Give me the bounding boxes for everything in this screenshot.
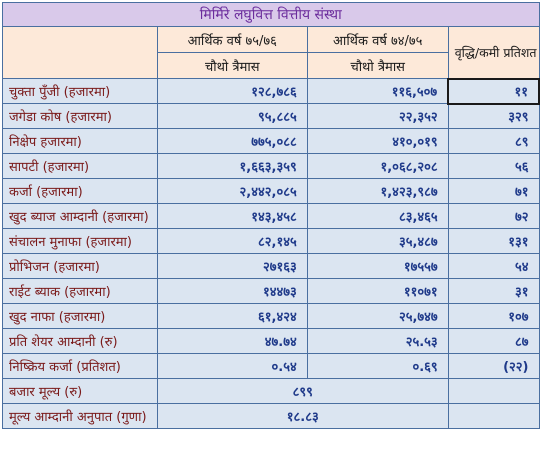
financial-table: मिर्मिरे लघुवित्त वित्तीय संस्था आर्थिक … [2,2,540,429]
value-current[interactable]: १४४७३ [156,278,308,304]
table-row: निक्षेप हजारमा) ७७५,०८८ ४१०,०१९ ८९ [2,128,540,154]
table-row: खुद ब्याज आम्दानी (हजारमा) १४३,४५८ ८३,४६… [2,203,540,229]
table-row: निष्क्रिय कर्जा (प्रतिशत) ०.५४ ०.६९ (२२) [2,353,540,379]
quarter-current-header[interactable]: चौथो त्रैमास [156,52,308,79]
table-row: कर्जा (हजारमा) २,४४२,०८५ १,४२३,९८७ ७१ [2,178,540,204]
row-label[interactable]: सापटी (हजारमा) [2,153,158,179]
table-title[interactable]: मिर्मिरे लघुवित्त वित्तीय संस्था [2,2,540,27]
value-previous[interactable]: ४१०,०१९ [306,128,449,154]
value-current[interactable]: २७१६३ [156,253,308,279]
value-previous[interactable]: १,४२३,९८७ [306,178,449,204]
table-row: खुद नाफा (हजारमा) ६१,४२४ २५,७४७ १०७ [2,303,540,329]
value-current[interactable]: १४३,४५८ [156,203,308,229]
value-previous[interactable]: २५,७४७ [306,303,449,329]
change-percent[interactable]: ५४ [447,253,540,279]
row-label[interactable]: राईट ब्याक (हजारमा) [2,278,158,304]
change-percent[interactable]: (२२) [447,353,540,379]
merged-value[interactable]: १८.८३ [156,403,449,429]
row-label[interactable]: चुक्ता पुँजी (हजारमा) [2,78,158,104]
value-previous[interactable]: ०.६९ [306,353,449,379]
row-label[interactable]: प्रति शेयर आम्दानी (रु) [2,328,158,354]
change-percent[interactable]: ३१ [447,278,540,304]
row-label[interactable]: खुद नाफा (हजारमा) [2,303,158,329]
change-percent[interactable]: ३२९ [447,103,540,129]
change-percent-selected[interactable]: ११ [447,77,540,105]
row-label[interactable]: निष्क्रिय कर्जा (प्रतिशत) [2,353,158,379]
row-label[interactable]: मूल्य आम्दानी अनुपात (गुणा) [2,403,158,429]
table-row: सापटी (हजारमा) १,६६३,३५९ १,०६८,२०८ ५६ [2,153,540,179]
value-previous[interactable]: १७५५७ [306,253,449,279]
value-current[interactable]: ७७५,०८८ [156,128,308,154]
row-label[interactable]: बजार मूल्य (रु) [2,378,158,404]
row-label[interactable]: प्रोभिजन (हजारमा) [2,253,158,279]
value-previous[interactable]: ११०७१ [306,278,449,304]
table-row: जगेडा कोष (हजारमा) ९५,८८५ २२,३५२ ३२९ [2,103,540,129]
value-previous[interactable]: १,०६८,२०८ [306,153,449,179]
table-row: राईट ब्याक (हजारमा) १४४७३ ११०७१ ३१ [2,278,540,304]
change-percent[interactable]: १०७ [447,303,540,329]
merged-value[interactable]: ८९९ [156,378,449,404]
fy-current-header[interactable]: आर्थिक वर्ष ७५/७६ [156,26,308,53]
quarter-previous-header[interactable]: चौथो त्रैमास [306,52,449,79]
value-current[interactable]: ८२,१४५ [156,228,308,254]
table-row: संचालन मुनाफा (हजारमा) ८२,१४५ ३५,४८७ १३१ [2,228,540,254]
value-current[interactable]: ६१,४२४ [156,303,308,329]
change-percent-header[interactable]: वृद्धि/कमी प्रतिशत [447,26,540,79]
change-percent[interactable]: ७१ [447,178,540,204]
change-percent[interactable]: ७२ [447,203,540,229]
fy-previous-header[interactable]: आर्थिक वर्ष ७४/७५ [306,26,449,53]
value-previous[interactable]: २२,३५२ [306,103,449,129]
value-current[interactable]: ०.५४ [156,353,308,379]
change-percent[interactable]: ८९ [447,128,540,154]
row-label[interactable]: खुद ब्याज आम्दानी (हजारमा) [2,203,158,229]
change-percent[interactable]: ५६ [447,153,540,179]
value-current[interactable]: ४७.७४ [156,328,308,354]
label-header-cell[interactable] [2,26,158,79]
value-previous[interactable]: ३५,४८७ [306,228,449,254]
table-row: बजार मूल्य (रु) ८९९ [2,378,540,404]
value-previous[interactable]: २५.५३ [306,328,449,354]
row-label[interactable]: कर्जा (हजारमा) [2,178,158,204]
value-current[interactable]: ९५,८८५ [156,103,308,129]
row-label[interactable]: निक्षेप हजारमा) [2,128,158,154]
value-current[interactable]: १,६६३,३५९ [156,153,308,179]
value-current[interactable]: २,४४२,०८५ [156,178,308,204]
row-label[interactable]: संचालन मुनाफा (हजारमा) [2,228,158,254]
row-label[interactable]: जगेडा कोष (हजारमा) [2,103,158,129]
table-row: चुक्ता पुँजी (हजारमा) १२८,७८६ ११६,५०७ ११ [2,77,540,105]
empty-cell[interactable] [447,403,540,429]
change-percent[interactable]: १३१ [447,228,540,254]
value-previous[interactable]: ८३,४६५ [306,203,449,229]
value-previous[interactable]: ११६,५०७ [306,78,449,104]
empty-cell[interactable] [447,378,540,404]
value-current[interactable]: १२८,७८६ [156,78,308,104]
change-percent[interactable]: ८७ [447,328,540,354]
table-row: प्रति शेयर आम्दानी (रु) ४७.७४ २५.५३ ८७ [2,328,540,354]
table-row: प्रोभिजन (हजारमा) २७१६३ १७५५७ ५४ [2,253,540,279]
table-row: मूल्य आम्दानी अनुपात (गुणा) १८.८३ [2,403,540,429]
